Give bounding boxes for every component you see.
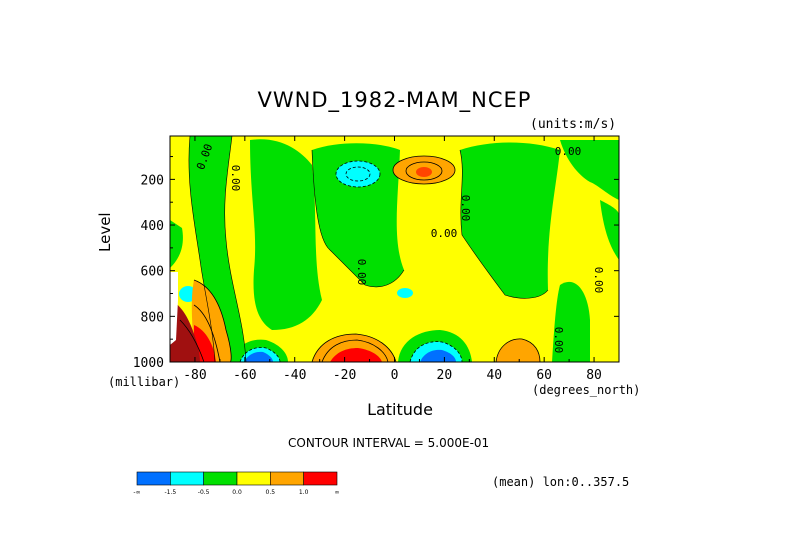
colorbar-label: -∞ bbox=[133, 489, 140, 496]
green-region-north-midlat bbox=[460, 142, 560, 299]
cyan-mid-min bbox=[397, 288, 413, 298]
green-region-north-upper bbox=[560, 140, 619, 200]
green-region-right-edge bbox=[600, 200, 619, 260]
colorbar-swatch bbox=[136, 471, 171, 486]
x-tick-label: 20 bbox=[437, 368, 453, 383]
zero-contour-lines bbox=[188, 136, 549, 362]
blue-surface-tropics bbox=[420, 349, 456, 362]
mean-longitude-text: (mean) lon:0..357.5 bbox=[492, 475, 630, 489]
y-tick-label: 1000 bbox=[133, 356, 164, 371]
zero-contour-label: 0.00 bbox=[555, 145, 582, 158]
x-tick-label: -40 bbox=[283, 368, 306, 383]
blank-polar-area bbox=[170, 272, 178, 345]
y-tick-label: 800 bbox=[141, 310, 164, 325]
x-axis-label: Latitude bbox=[367, 400, 433, 419]
zero-contour-label: 0.00 bbox=[355, 259, 368, 286]
cyan-upper-min bbox=[336, 161, 380, 187]
y-axis: 200 400 600 800 1000 bbox=[133, 156, 619, 371]
colorbar-label: ∞ bbox=[335, 489, 340, 496]
green-region-central bbox=[312, 143, 404, 287]
zero-contour-label: 0.00 bbox=[459, 195, 472, 222]
colorbar-swatch bbox=[236, 471, 271, 486]
y-tick-label: 200 bbox=[141, 173, 164, 188]
x-axis-unit: (degrees_north) bbox=[532, 383, 641, 397]
y-axis-unit: (millibar) bbox=[108, 375, 181, 389]
green-region-north-lower bbox=[552, 281, 590, 362]
contour-zero-labels: 0.000.000.000.000.000.00 0.000.00 bbox=[194, 142, 605, 353]
zero-contour-label: 0.00 bbox=[552, 327, 565, 354]
colorbar-label: -0.5 bbox=[198, 489, 210, 496]
red-south-polar bbox=[194, 325, 216, 362]
green-region-south-edge bbox=[170, 220, 183, 268]
green-region-south-polar bbox=[188, 136, 246, 362]
colorbar-swatch bbox=[170, 471, 204, 486]
chart-title: VWND_1982-MAM_NCEP bbox=[257, 88, 532, 112]
colorbar-label: 0.0 bbox=[232, 489, 242, 496]
x-tick-label: -20 bbox=[333, 368, 356, 383]
zero-contour-label: 0.00 bbox=[431, 227, 458, 240]
x-tick-label: -60 bbox=[233, 368, 256, 383]
colorbar-swatch bbox=[303, 471, 338, 486]
x-tick-label: 80 bbox=[586, 368, 602, 383]
y-tick-label: 400 bbox=[141, 219, 164, 234]
colorbar-label: -1.5 bbox=[164, 489, 176, 496]
zero-contour-label: 0.00 bbox=[229, 165, 242, 192]
contour-field bbox=[170, 136, 619, 362]
red-upper-max bbox=[416, 167, 432, 177]
colorbar-swatch bbox=[203, 471, 238, 486]
x-tick-label: -80 bbox=[183, 368, 206, 383]
orange-surface-north bbox=[496, 338, 540, 362]
contour-lines bbox=[179, 155, 541, 362]
darkred-south-polar bbox=[170, 300, 200, 362]
x-tick-label: 40 bbox=[486, 368, 502, 383]
x-tick-label: 0 bbox=[391, 368, 399, 383]
colorbar-label: 1.0 bbox=[299, 489, 309, 496]
colorbar-swatch bbox=[270, 471, 304, 486]
x-axis: -80 -60 -40 -20 0 20 40 60 80 bbox=[169, 136, 620, 383]
zero-contour-label: 0.00 bbox=[592, 267, 605, 294]
units-label: (units:m/s) bbox=[530, 117, 617, 132]
contour-interval-text: CONTOUR INTERVAL = 5.000E-01 bbox=[288, 436, 490, 450]
colorbar: -∞ -1.5 -0.5 0.0 0.5 1.0 ∞ bbox=[133, 471, 340, 496]
green-region-upper-midlat bbox=[250, 139, 322, 330]
colorbar-label: 0.5 bbox=[266, 489, 276, 496]
red-surface-south bbox=[330, 348, 382, 362]
x-tick-label: 60 bbox=[536, 368, 552, 383]
blue-surface-south bbox=[244, 351, 273, 362]
y-tick-label: 600 bbox=[141, 265, 164, 280]
